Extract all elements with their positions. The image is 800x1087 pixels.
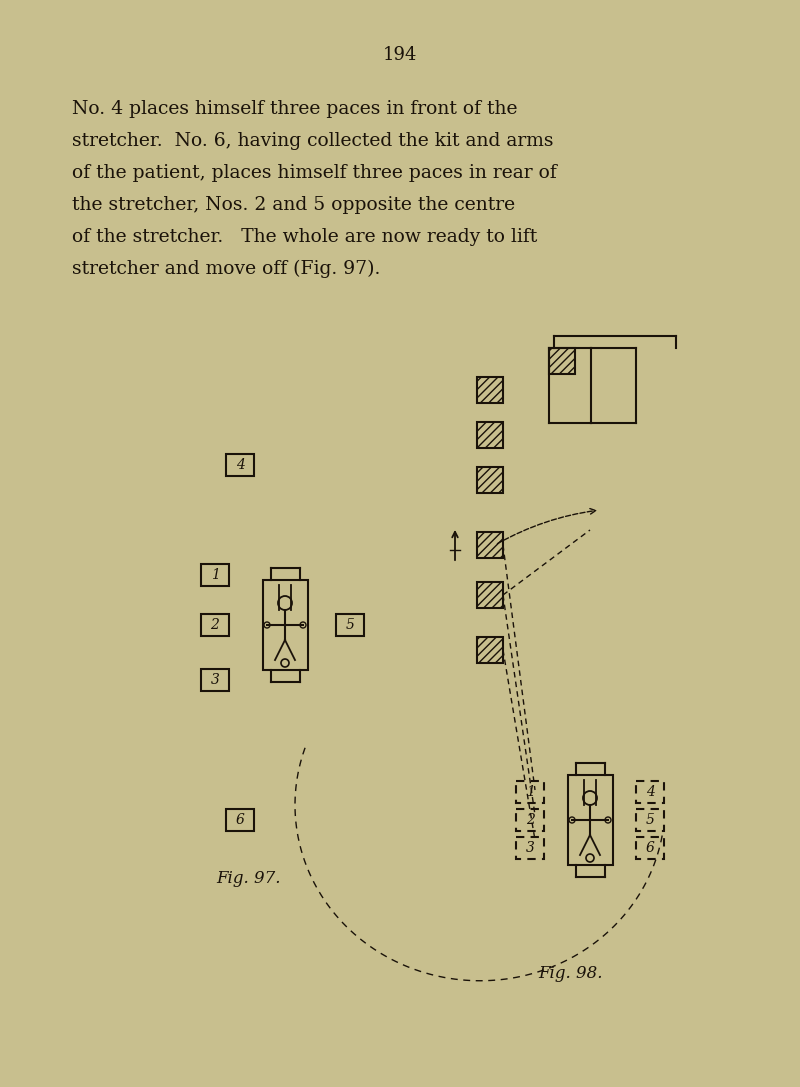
Bar bbox=[477, 532, 503, 558]
Text: Fig. 98.: Fig. 98. bbox=[538, 965, 602, 982]
Text: 2: 2 bbox=[210, 619, 219, 632]
Text: of the patient, places himself three paces in rear of: of the patient, places himself three pac… bbox=[72, 164, 557, 182]
Bar bbox=[516, 809, 544, 830]
Bar bbox=[549, 348, 575, 374]
Text: 4: 4 bbox=[646, 785, 654, 799]
Bar bbox=[201, 614, 229, 636]
Text: of the stretcher.   The whole are now ready to lift: of the stretcher. The whole are now read… bbox=[72, 228, 538, 246]
Bar bbox=[226, 454, 254, 476]
Bar bbox=[477, 467, 503, 493]
Bar bbox=[226, 809, 254, 830]
Bar bbox=[477, 582, 503, 608]
Bar bbox=[636, 780, 664, 803]
Bar bbox=[201, 564, 229, 586]
Bar bbox=[567, 775, 613, 865]
Text: Fig. 97.: Fig. 97. bbox=[216, 870, 280, 887]
Text: 1: 1 bbox=[526, 785, 534, 799]
Text: 3: 3 bbox=[526, 841, 534, 855]
Text: 4: 4 bbox=[235, 458, 245, 472]
Bar bbox=[516, 780, 544, 803]
Bar bbox=[516, 837, 544, 859]
Text: 6: 6 bbox=[235, 813, 245, 827]
Text: 5: 5 bbox=[646, 813, 654, 827]
Bar bbox=[477, 377, 503, 403]
Bar bbox=[336, 614, 364, 636]
Bar bbox=[201, 669, 229, 691]
Bar bbox=[636, 809, 664, 830]
Text: 5: 5 bbox=[346, 619, 354, 632]
Text: 1: 1 bbox=[210, 569, 219, 582]
Text: the stretcher, Nos. 2 and 5 opposite the centre: the stretcher, Nos. 2 and 5 opposite the… bbox=[72, 196, 515, 214]
Bar bbox=[262, 580, 307, 670]
Text: No. 4 places himself three paces in front of the: No. 4 places himself three paces in fron… bbox=[72, 100, 518, 118]
Text: 3: 3 bbox=[210, 673, 219, 687]
Text: stretcher and move off (Fig. 97).: stretcher and move off (Fig. 97). bbox=[72, 260, 380, 278]
Bar bbox=[477, 422, 503, 448]
Bar bbox=[636, 837, 664, 859]
Text: stretcher.  No. 6, having collected the kit and arms: stretcher. No. 6, having collected the k… bbox=[72, 132, 554, 150]
Text: 194: 194 bbox=[383, 46, 417, 64]
Text: 2: 2 bbox=[526, 813, 534, 827]
Bar bbox=[477, 637, 503, 663]
Text: 6: 6 bbox=[646, 841, 654, 855]
